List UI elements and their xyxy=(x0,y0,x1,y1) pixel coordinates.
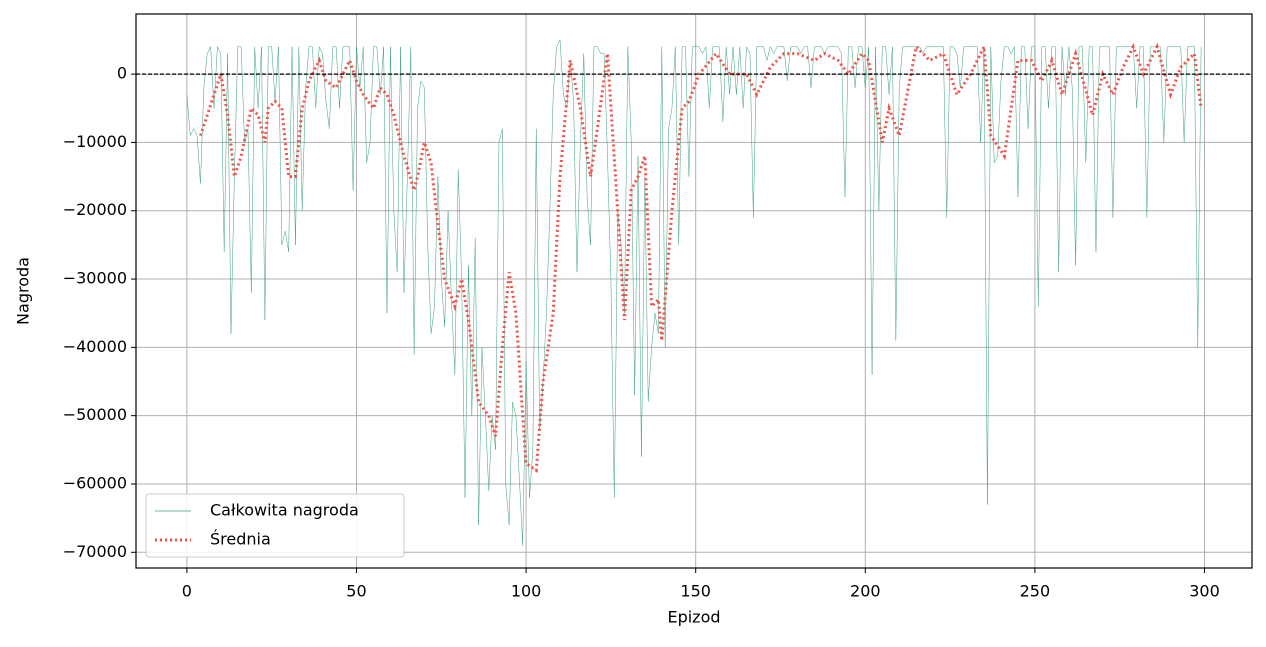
y-tick-label: 0 xyxy=(117,64,127,83)
axes-frame xyxy=(135,13,1253,569)
x-tick-label: 300 xyxy=(1189,582,1220,601)
y-tick-label: −50000 xyxy=(63,405,127,424)
legend-box xyxy=(145,493,405,558)
y-tick-label: −20000 xyxy=(63,200,127,219)
legend-label: Całkowita nagroda xyxy=(210,501,359,520)
grid xyxy=(136,14,1252,568)
plot-area xyxy=(136,39,1252,546)
data-line xyxy=(199,41,1203,474)
y-axis-label: Nagroda xyxy=(14,257,33,325)
x-tick-label: 150 xyxy=(680,582,711,601)
x-tick-label: 0 xyxy=(182,582,192,601)
y-tick-label: −40000 xyxy=(63,337,127,356)
y-tick-label: −70000 xyxy=(63,542,127,561)
x-tick-label: 100 xyxy=(511,582,542,601)
x-tick-label: 250 xyxy=(1020,582,1051,601)
y-tick-label: −10000 xyxy=(63,132,127,151)
y-tick-label: −30000 xyxy=(63,269,127,288)
y-tick-label: −60000 xyxy=(63,473,127,492)
legend-label: Średnia xyxy=(210,530,271,549)
x-tick-label: 200 xyxy=(850,582,881,601)
ticks: 0 50 100 150 200 250 300 −70000 −60000 −50000 −400… xyxy=(63,64,1220,601)
data-line xyxy=(186,39,1202,546)
x-tick-label: 50 xyxy=(346,582,366,601)
x-axis-label: Epizod xyxy=(667,608,720,627)
legend: Całkowita nagroda Średnia xyxy=(145,493,405,558)
